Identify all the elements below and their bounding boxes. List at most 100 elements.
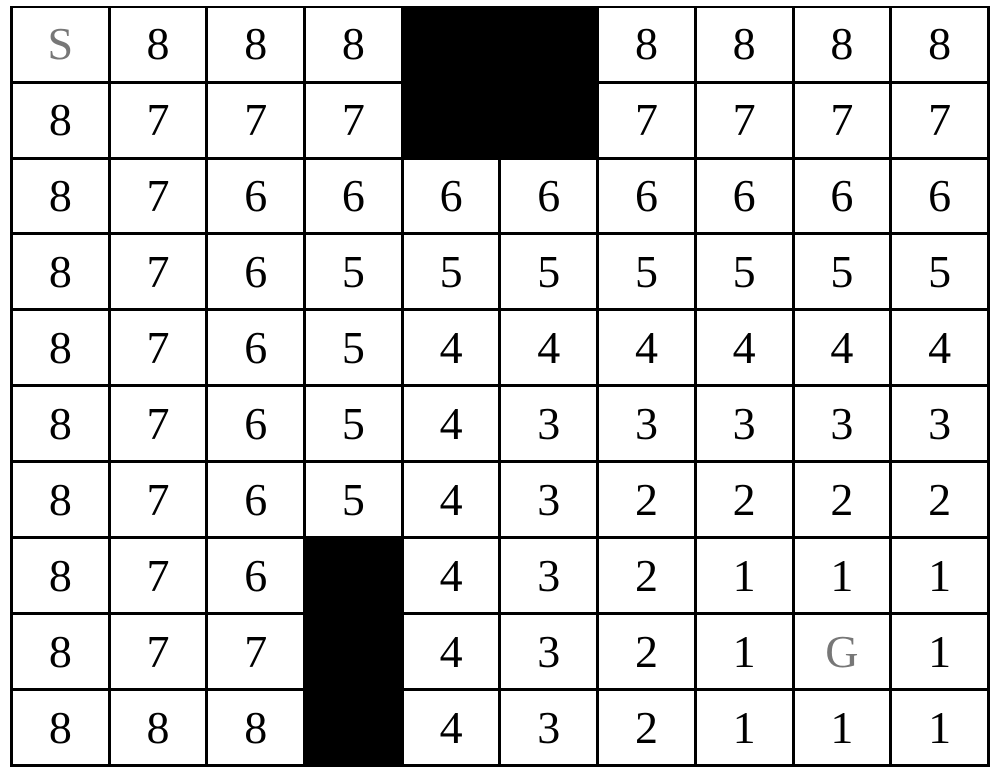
grid-cell: 2 (598, 690, 696, 766)
grid-cell: 6 (793, 158, 891, 234)
grid-cell: 4 (695, 310, 793, 386)
grid-cell: 6 (598, 158, 696, 234)
grid-cell: G (793, 614, 891, 690)
grid-cell: 4 (891, 310, 989, 386)
grid-cell: 8 (109, 690, 207, 766)
grid-cell: 8 (12, 234, 110, 310)
grid-cell: 5 (500, 234, 598, 310)
grid-cell: 1 (695, 690, 793, 766)
grid-cell: 1 (695, 614, 793, 690)
grid-cell: 6 (891, 158, 989, 234)
grid-cell (305, 690, 403, 766)
grid-cell: 5 (598, 234, 696, 310)
grid-cell: 8 (12, 386, 110, 462)
grid-cell: 8 (305, 7, 403, 82)
grid-cell: 1 (891, 538, 989, 614)
grid-cell: 6 (695, 158, 793, 234)
grid-cell: 7 (305, 82, 403, 158)
grid-row: 8765432222 (12, 462, 989, 538)
grid-cell: 5 (402, 234, 500, 310)
grid-cell: 7 (109, 386, 207, 462)
grid-cell: 8 (12, 158, 110, 234)
grid-cell: 6 (207, 386, 305, 462)
grid-cell: 6 (207, 538, 305, 614)
grid-cell: 4 (402, 462, 500, 538)
grid-cell: 2 (891, 462, 989, 538)
grid-cell: 7 (109, 82, 207, 158)
grid-cell: 8 (207, 7, 305, 82)
grid-row: 87777777 (12, 82, 989, 158)
grid-cell: 1 (891, 690, 989, 766)
grid-row: S8888888 (12, 7, 989, 82)
grid-body: S888888887777777876666666687655555558765… (12, 7, 989, 766)
grid-cell: 5 (695, 234, 793, 310)
grid-cell: 5 (305, 386, 403, 462)
grid-cell: 7 (109, 310, 207, 386)
grid-cell: 3 (793, 386, 891, 462)
grid-cell: 6 (500, 158, 598, 234)
grid-cell (500, 82, 598, 158)
grid-cell: 8 (793, 7, 891, 82)
grid-cell: 7 (207, 614, 305, 690)
grid-row: 888432111 (12, 690, 989, 766)
grid-cell: 3 (500, 614, 598, 690)
grid-row: 8765444444 (12, 310, 989, 386)
grid-cell: 6 (402, 158, 500, 234)
grid-cell: 8 (12, 614, 110, 690)
grid-cell: 2 (598, 462, 696, 538)
grid-cell: 1 (891, 614, 989, 690)
grid-cell: 3 (695, 386, 793, 462)
grid-cell: 8 (12, 462, 110, 538)
grid-cell: 6 (305, 158, 403, 234)
grid-cell: 1 (695, 538, 793, 614)
grid-cell: 6 (207, 462, 305, 538)
grid-cell: 3 (500, 386, 598, 462)
grid-cell: 5 (891, 234, 989, 310)
grid-cell: 8 (109, 7, 207, 82)
grid-cell: 3 (891, 386, 989, 462)
grid-cell: 1 (793, 538, 891, 614)
grid-cell: 7 (109, 614, 207, 690)
distance-grid: S888888887777777876666666687655555558765… (10, 6, 990, 767)
grid-cell: 8 (12, 310, 110, 386)
grid-cell: 7 (207, 82, 305, 158)
grid-cell: 4 (402, 310, 500, 386)
grid-cell (402, 7, 500, 82)
grid-cell: 3 (500, 538, 598, 614)
grid-cell: 4 (402, 538, 500, 614)
grid-cell: 7 (109, 462, 207, 538)
grid-cell: 7 (891, 82, 989, 158)
grid-cell: 2 (695, 462, 793, 538)
grid-row: 8765433333 (12, 386, 989, 462)
grid-cell: 8 (598, 7, 696, 82)
grid-cell: 4 (402, 614, 500, 690)
grid-cell: 7 (109, 158, 207, 234)
grid-cell: 4 (598, 310, 696, 386)
grid-cell: 7 (793, 82, 891, 158)
grid-cell: 5 (305, 462, 403, 538)
grid-cell (305, 614, 403, 690)
grid-cell: 8 (12, 538, 110, 614)
grid-cell: 3 (500, 690, 598, 766)
grid-cell: 7 (109, 538, 207, 614)
grid-cell: S (12, 7, 110, 82)
grid-cell: 4 (500, 310, 598, 386)
grid-cell: 2 (598, 614, 696, 690)
grid-cell (305, 538, 403, 614)
grid-cell: 3 (500, 462, 598, 538)
grid-cell (402, 82, 500, 158)
grid-cell: 5 (305, 234, 403, 310)
grid-cell: 5 (305, 310, 403, 386)
grid-cell: 8 (207, 690, 305, 766)
grid-cell: 2 (793, 462, 891, 538)
grid-cell: 7 (695, 82, 793, 158)
grid-cell: 8 (695, 7, 793, 82)
grid-cell (500, 7, 598, 82)
grid-cell: 8 (12, 690, 110, 766)
grid-cell: 4 (402, 386, 500, 462)
grid-row: 876432111 (12, 538, 989, 614)
grid-cell: 3 (598, 386, 696, 462)
grid-cell: 6 (207, 158, 305, 234)
grid-cell: 6 (207, 310, 305, 386)
grid-container: S888888887777777876666666687655555558765… (0, 0, 1000, 773)
